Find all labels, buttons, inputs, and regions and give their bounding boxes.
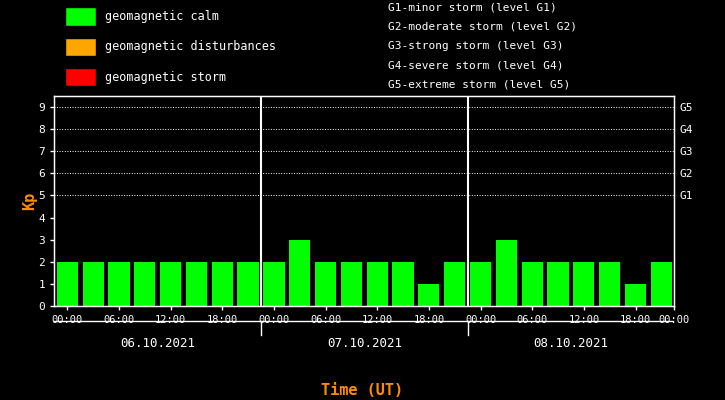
Bar	[651, 262, 672, 306]
FancyBboxPatch shape	[65, 38, 96, 56]
Text: geomagnetic calm: geomagnetic calm	[105, 10, 219, 23]
Bar	[547, 262, 568, 306]
Bar	[496, 240, 517, 306]
Bar	[289, 240, 310, 306]
Text: 06.10.2021: 06.10.2021	[120, 337, 195, 350]
Bar	[108, 262, 130, 306]
Bar	[238, 262, 259, 306]
Bar	[341, 262, 362, 306]
Text: G1-minor storm (level G1): G1-minor storm (level G1)	[388, 2, 557, 12]
Text: Time (UT): Time (UT)	[321, 383, 404, 398]
Text: geomagnetic disturbances: geomagnetic disturbances	[105, 40, 276, 54]
Bar	[212, 262, 233, 306]
Bar	[263, 262, 284, 306]
Bar	[57, 262, 78, 306]
Text: G5-extreme storm (level G5): G5-extreme storm (level G5)	[388, 80, 570, 90]
FancyBboxPatch shape	[65, 68, 96, 86]
Bar	[186, 262, 207, 306]
Text: G4-severe storm (level G4): G4-severe storm (level G4)	[388, 60, 563, 70]
Bar	[392, 262, 414, 306]
Bar	[134, 262, 155, 306]
FancyBboxPatch shape	[65, 7, 96, 26]
Bar	[160, 262, 181, 306]
Bar	[625, 284, 646, 306]
Y-axis label: Kp: Kp	[22, 192, 37, 210]
Bar	[444, 262, 465, 306]
Bar	[521, 262, 543, 306]
Bar	[470, 262, 491, 306]
Bar	[599, 262, 621, 306]
Bar	[573, 262, 594, 306]
Text: G3-strong storm (level G3): G3-strong storm (level G3)	[388, 41, 563, 51]
Text: geomagnetic storm: geomagnetic storm	[105, 71, 226, 84]
Bar	[83, 262, 104, 306]
Text: 07.10.2021: 07.10.2021	[327, 337, 402, 350]
Bar	[367, 262, 388, 306]
Text: G2-moderate storm (level G2): G2-moderate storm (level G2)	[388, 22, 577, 32]
Bar	[418, 284, 439, 306]
Text: 08.10.2021: 08.10.2021	[534, 337, 608, 350]
Bar	[315, 262, 336, 306]
